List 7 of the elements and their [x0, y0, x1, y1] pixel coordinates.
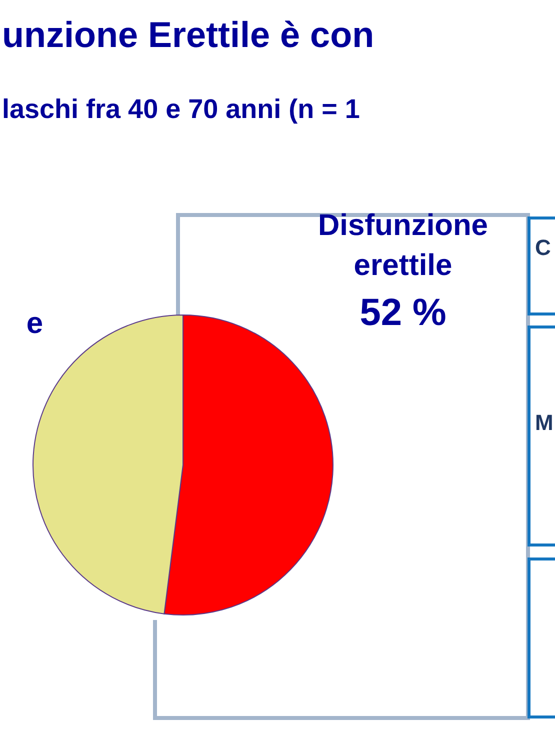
- text: M: [535, 410, 554, 436]
- chart-subtitle: laschi fra 40 e 70 anni (n = 1: [2, 94, 360, 125]
- chart-title: unzione Erettile è con: [2, 14, 374, 56]
- slice-label: e: [26, 307, 43, 340]
- data-label: 52 %: [360, 292, 446, 334]
- text: C: [535, 235, 551, 261]
- slice-label: Disfunzione erettile: [318, 209, 488, 282]
